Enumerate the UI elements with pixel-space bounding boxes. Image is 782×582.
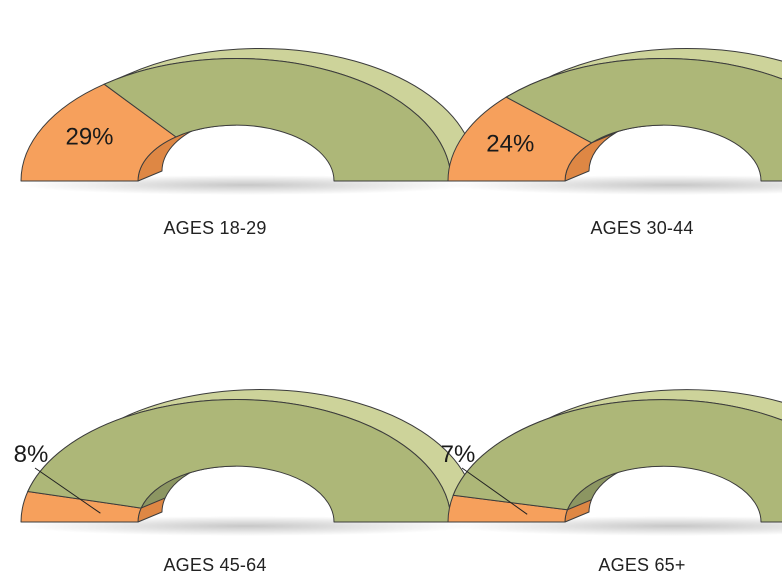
leader-line <box>461 467 528 515</box>
highlight-segment <box>447 96 593 182</box>
value-label: 8% <box>14 441 49 468</box>
category-label: AGES 30-44 <box>590 218 693 238</box>
chart-ages-45-64: 8% AGES 45-64 <box>14 389 476 575</box>
chart-ages-18-29: 29% AGES 18-29 <box>20 47 476 238</box>
value-label: 24% <box>486 131 534 158</box>
chart-ages-65-plus: 7% AGES 65+ <box>441 389 782 575</box>
highlight-segment <box>20 83 177 182</box>
value-label: 7% <box>441 441 476 468</box>
chart-ages-30-44: 24% AGES 30-44 <box>447 47 782 238</box>
rest-segment <box>505 57 782 182</box>
rest-segment <box>452 399 782 523</box>
value-label: 29% <box>65 124 113 151</box>
leader-line <box>34 467 101 514</box>
rest-segment <box>27 399 452 523</box>
rest-segment <box>103 57 452 182</box>
category-label: AGES 65+ <box>598 555 685 575</box>
category-label: AGES 45-64 <box>163 555 266 575</box>
category-label: AGES 18-29 <box>163 218 266 238</box>
